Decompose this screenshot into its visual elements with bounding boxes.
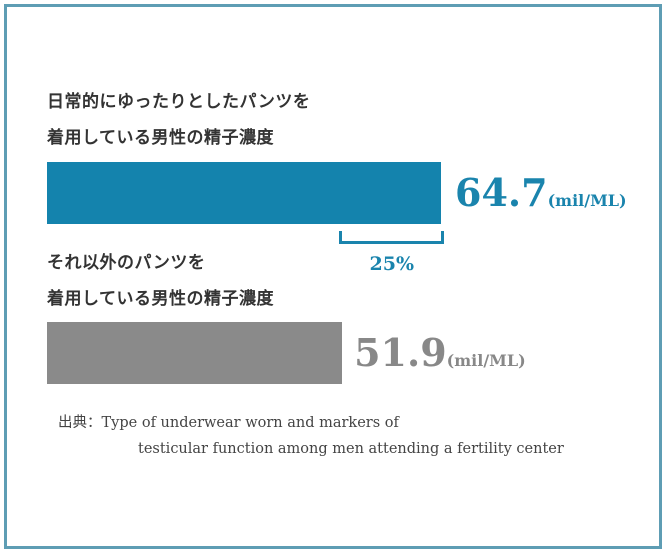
category-label-other: それ以外のパンツを 着用している男性の精子濃度 bbox=[47, 245, 274, 317]
value-label-loose: 64.7(mil/ML) bbox=[455, 170, 627, 215]
source-label: 出典： bbox=[58, 415, 102, 431]
source-line: testicular function among men attending … bbox=[138, 441, 564, 457]
difference-bracket bbox=[339, 231, 444, 244]
category-label-line: 着用している男性の精子濃度 bbox=[47, 128, 274, 148]
chart-frame bbox=[4, 4, 662, 549]
value-unit: (mil/ML) bbox=[547, 191, 627, 210]
value-number: 51.9 bbox=[354, 330, 447, 375]
source-line: Type of underwear worn and markers of bbox=[101, 415, 399, 431]
category-label-line: 日常的にゆったりとしたパンツを bbox=[47, 92, 311, 112]
source-citation: 出典：Type of underwear worn and markers of… bbox=[58, 410, 564, 462]
category-label-line: それ以外のパンツを bbox=[47, 253, 206, 273]
category-label-loose: 日常的にゆったりとしたパンツを 着用している男性の精子濃度 bbox=[47, 84, 310, 156]
bar-loose-underwear bbox=[47, 162, 441, 224]
value-unit: (mil/ML) bbox=[446, 351, 526, 370]
bar-other-underwear bbox=[47, 322, 343, 384]
difference-percent-label: 25% bbox=[369, 253, 415, 275]
category-label-line: 着用している男性の精子濃度 bbox=[47, 289, 274, 309]
value-number: 64.7 bbox=[455, 170, 548, 215]
value-label-other: 51.9(mil/ML) bbox=[354, 330, 526, 375]
